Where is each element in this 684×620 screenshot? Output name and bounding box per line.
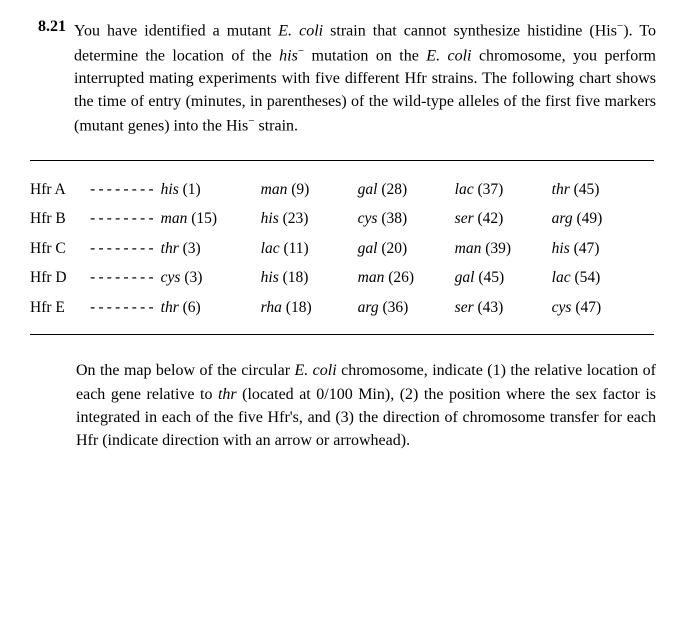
marker-cell: thr (3) (161, 241, 261, 257)
hfr-strain-label: Hfr E (30, 300, 88, 316)
marker-cell: lac (37) (455, 182, 552, 198)
marker-cell: gal (20) (358, 241, 455, 257)
marker-cell: arg (36) (358, 300, 455, 316)
marker-cell: cys (47) (552, 300, 649, 316)
dashes: -------- (88, 270, 155, 286)
table-row: Hfr B-------- man (15)his (23)cys (38)ser… (30, 204, 654, 234)
marker-cell: lac (11) (261, 241, 358, 257)
marker-cell: ser (42) (455, 211, 552, 227)
dashes: -------- (88, 182, 155, 198)
marker-cell: lac (54) (552, 270, 649, 286)
hfr-strain-label: Hfr B (30, 211, 88, 227)
hfr-strain-label: Hfr D (30, 270, 88, 286)
marker-cell: thr (45) (552, 182, 649, 198)
hfr-strain-label: Hfr C (30, 241, 88, 257)
marker-cell: man (39) (455, 241, 552, 257)
marker-cell: cys (38) (358, 211, 455, 227)
problem-header: 8.21 You have identified a mutant E. col… (28, 18, 656, 138)
table-row: Hfr E-------- thr (6)rha (18)arg (36)ser … (30, 293, 654, 323)
problem-intro-text: You have identified a mutant E. coli str… (74, 18, 656, 138)
marker-cell: cys (3) (161, 270, 261, 286)
marker-cell: his (23) (261, 211, 358, 227)
marker-cell: man (15) (161, 211, 261, 227)
marker-cell: his (1) (161, 182, 261, 198)
problem-number: 8.21 (28, 18, 66, 36)
hfr-strain-label: Hfr A (30, 182, 88, 198)
marker-cell: ser (43) (455, 300, 552, 316)
marker-cell: gal (28) (358, 182, 455, 198)
problem-continuation-text: On the map below of the circular E. coli… (28, 359, 656, 452)
table-row: Hfr D-------- cys (3)his (18)man (26)gal … (30, 263, 654, 293)
marker-cell: man (9) (261, 182, 358, 198)
marker-cell: arg (49) (552, 211, 649, 227)
hfr-data-table: Hfr A--------his (1)man (9)gal (28)lac (… (30, 160, 654, 336)
marker-cell: man (26) (358, 270, 455, 286)
dashes: -------- (88, 241, 155, 257)
dashes: -------- (88, 300, 155, 316)
marker-cell: gal (45) (455, 270, 552, 286)
dashes: -------- (88, 211, 155, 227)
table-row: Hfr A-------- his (1)man (9)gal (28)lac (… (30, 175, 654, 205)
marker-cell: rha (18) (261, 300, 358, 316)
marker-cell: his (18) (261, 270, 358, 286)
marker-cell: thr (6) (161, 300, 261, 316)
table-row: Hfr C-------- thr (3)lac (11)gal (20)man … (30, 234, 654, 264)
marker-cell: his (47) (552, 241, 649, 257)
